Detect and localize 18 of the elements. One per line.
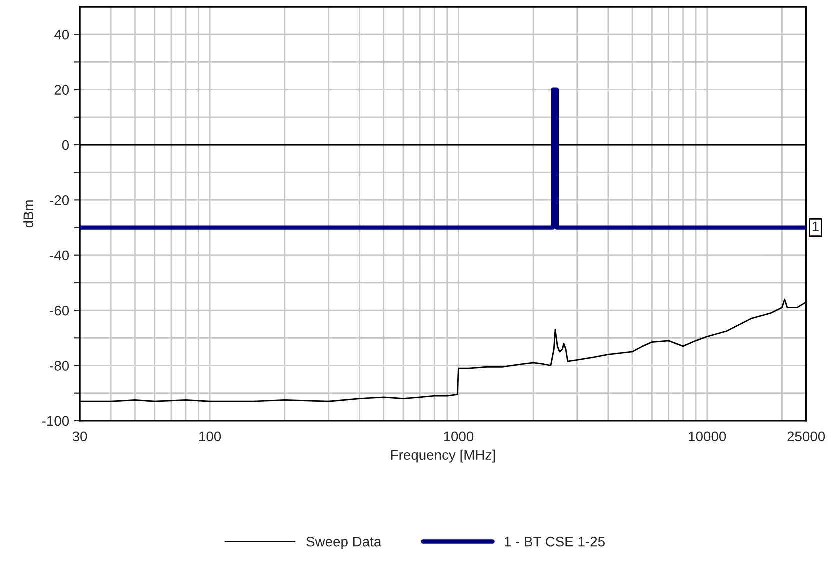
x-tick-label: 10000 [689,432,726,442]
y-tick-label: -100 [42,416,70,426]
y-tick-label: 0 [62,140,70,150]
y-tick-label: 40 [54,30,70,40]
x-tick-label: 25000 [788,432,826,442]
y-tick-label: -40 [50,250,70,261]
x-tick-label: 1000 [444,432,474,442]
x-axis-title: Frequency [MHz] [391,450,496,463]
y-tick-label: -20 [50,196,70,206]
y-tick-label: 20 [54,85,70,95]
legend-label: 1 - BT CSE 1-25 [504,536,605,547]
x-tick-label: 100 [200,432,222,442]
y-tick-label: -80 [50,361,70,371]
annotation: 1 [812,222,819,232]
x-tick-label: 30 [72,432,88,442]
legend-label: Sweep Data [306,536,382,550]
y-tick-label: -60 [50,306,70,316]
y-axis-title: dBm [23,200,34,228]
